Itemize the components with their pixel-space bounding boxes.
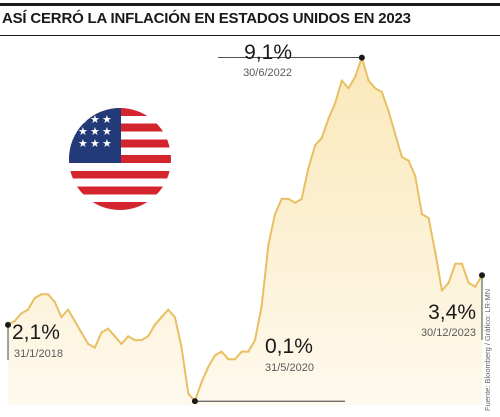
flag-star-icon: ★ bbox=[78, 113, 88, 126]
data-point-2020-07 bbox=[207, 365, 210, 368]
data-point-2023-10 bbox=[467, 281, 470, 284]
data-point-2022-01 bbox=[327, 117, 330, 120]
data-point-2018-09 bbox=[60, 316, 63, 319]
data-point-2019-10 bbox=[147, 335, 150, 338]
data-point-2018-04 bbox=[26, 308, 30, 311]
data-point-2023-05 bbox=[434, 251, 437, 254]
data-point-2021-11 bbox=[314, 144, 317, 147]
flag-star-icon: ★ bbox=[78, 137, 88, 150]
flag-star-icon: ★ bbox=[102, 137, 112, 150]
annotation-value: 0,1% bbox=[265, 335, 313, 358]
data-point-2021-01 bbox=[247, 350, 250, 353]
annotation-value: 2,1% bbox=[12, 321, 60, 344]
annotation-marker bbox=[191, 398, 198, 405]
annotation-date: 30/6/2022 bbox=[243, 67, 292, 79]
flag-star-icon: ★ bbox=[90, 137, 100, 150]
data-point-2021-10 bbox=[307, 167, 310, 170]
data-point-2022-07 bbox=[367, 79, 370, 82]
data-point-2019-05 bbox=[113, 335, 116, 338]
data-point-2018-08 bbox=[53, 300, 56, 303]
data-point-2021-02 bbox=[253, 339, 257, 342]
data-point-2019-02 bbox=[93, 346, 96, 349]
data-point-2019-07 bbox=[127, 335, 130, 338]
data-point-2021-03 bbox=[260, 304, 263, 307]
data-point-2020-11 bbox=[233, 358, 237, 361]
data-point-2022-04 bbox=[347, 87, 350, 90]
chart-title: ASÍ CERRÓ LA INFLACIÓN EN ESTADOS UNIDOS… bbox=[2, 10, 411, 27]
data-point-2020-08 bbox=[213, 354, 217, 357]
data-point-2023-06 bbox=[440, 289, 443, 292]
data-point-2018-06 bbox=[40, 293, 43, 296]
data-point-2022-11 bbox=[394, 132, 397, 136]
data-point-2022-02 bbox=[334, 102, 337, 105]
data-point-2022-12 bbox=[400, 155, 403, 158]
top-rule bbox=[0, 3, 500, 6]
data-point-2019-11 bbox=[153, 323, 156, 326]
data-point-2019-04 bbox=[107, 327, 110, 330]
flag-star-icon: ★ bbox=[78, 125, 88, 138]
data-point-2023-02 bbox=[414, 174, 417, 178]
data-point-2023-01 bbox=[407, 159, 410, 162]
data-point-2023-07 bbox=[447, 281, 450, 284]
data-point-2022-03 bbox=[340, 79, 343, 82]
annotation-marker bbox=[358, 54, 365, 61]
flag-canton: ★ ★ ★ ★ ★ ★ ★ ★ ★ bbox=[69, 108, 121, 163]
data-point-2020-03 bbox=[180, 346, 183, 349]
data-point-2021-06 bbox=[280, 197, 283, 200]
data-point-2020-04 bbox=[187, 392, 190, 395]
flag-star-icon: ★ bbox=[102, 125, 112, 138]
source-note: Fuente: Bloomberg / Gráfico: LR-MN bbox=[483, 288, 492, 411]
data-point-2020-10 bbox=[227, 358, 230, 361]
data-point-2021-09 bbox=[300, 197, 303, 200]
data-point-2018-11 bbox=[73, 319, 76, 323]
data-point-2023-03 bbox=[420, 213, 423, 216]
flag-star-icon: ★ bbox=[90, 113, 100, 126]
title-rule bbox=[0, 35, 500, 36]
data-point-2018-12 bbox=[80, 331, 83, 334]
data-point-2021-08 bbox=[294, 201, 297, 204]
annotation-date: 31/5/2020 bbox=[265, 362, 314, 374]
data-point-2019-09 bbox=[140, 339, 143, 342]
data-point-2021-07 bbox=[287, 197, 290, 200]
data-point-2019-03 bbox=[100, 331, 103, 334]
inflation-line bbox=[7, 56, 483, 403]
inflation-area bbox=[8, 57, 482, 405]
data-point-2023-04 bbox=[427, 216, 430, 220]
data-point-2023-09 bbox=[460, 262, 464, 265]
data-point-2019-06 bbox=[120, 342, 123, 345]
data-point-2018-10 bbox=[67, 308, 70, 311]
data-point-2019-12 bbox=[160, 316, 163, 319]
data-point-2021-12 bbox=[320, 136, 323, 139]
annotation-marker bbox=[5, 321, 11, 328]
flag-star-icon: ★ bbox=[90, 125, 100, 138]
data-point-2018-05 bbox=[33, 297, 36, 300]
data-point-2018-03 bbox=[20, 312, 23, 315]
data-point-2020-09 bbox=[220, 350, 223, 353]
data-point-2018-07 bbox=[47, 293, 50, 296]
data-point-2022-08 bbox=[374, 87, 377, 90]
data-point-2021-04 bbox=[267, 243, 270, 246]
data-point-2020-12 bbox=[240, 350, 243, 353]
flag-star-icon: ★ bbox=[102, 113, 112, 126]
annotation-date: 31/1/2018 bbox=[14, 348, 63, 360]
data-point-2020-06 bbox=[200, 381, 203, 384]
data-point-2020-01 bbox=[167, 308, 170, 311]
data-point-2022-05 bbox=[354, 75, 357, 78]
data-point-2021-05 bbox=[273, 213, 277, 216]
annotation-value: 3,4% bbox=[428, 301, 476, 324]
data-point-2019-01 bbox=[87, 342, 90, 345]
data-point-2023-11 bbox=[474, 285, 477, 288]
data-point-2022-09 bbox=[380, 90, 383, 94]
data-point-2020-02 bbox=[173, 316, 176, 319]
data-point-2019-08 bbox=[133, 339, 136, 342]
annotation-value: 9,1% bbox=[244, 41, 292, 64]
data-point-2023-08 bbox=[454, 262, 457, 265]
annotation-date: 30/12/2023 bbox=[421, 327, 476, 339]
annotation-marker bbox=[479, 272, 485, 279]
data-point-2022-10 bbox=[387, 110, 390, 113]
us-flag-icon: ★ ★ ★ ★ ★ ★ ★ ★ ★ bbox=[69, 108, 171, 210]
data-point-2018-02 bbox=[13, 319, 16, 323]
